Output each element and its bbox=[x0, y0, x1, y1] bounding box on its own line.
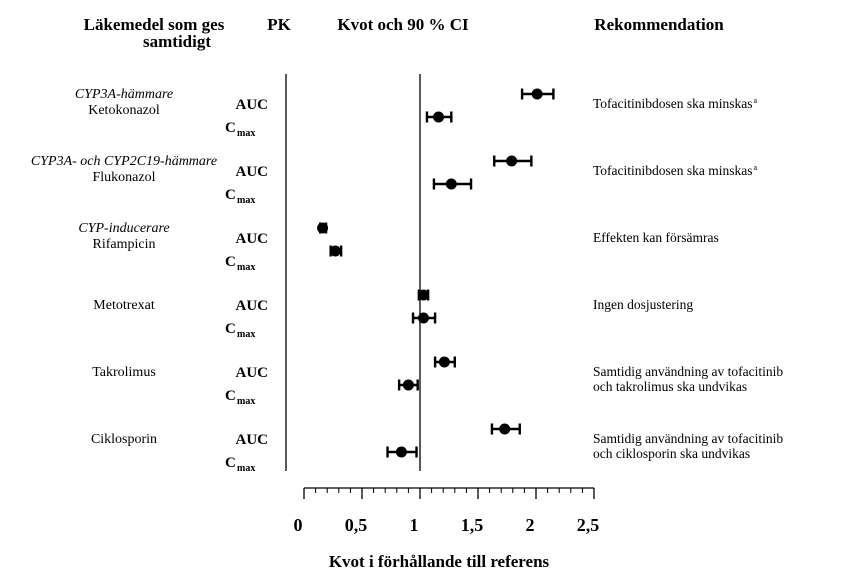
pk-label-cmax-sub: max bbox=[237, 329, 255, 340]
x-tick-label: 0 bbox=[294, 515, 303, 535]
recommendation-text: Tofacitinibdosen ska minskas bbox=[593, 163, 753, 178]
pk-label-cmax: C bbox=[225, 254, 236, 270]
pk-label-auc: AUC bbox=[236, 231, 269, 247]
point-estimate bbox=[433, 111, 445, 123]
pk-label-cmax-sub: max bbox=[237, 463, 255, 474]
recommendation-text: Tofacitinibdosen ska minskas bbox=[593, 96, 753, 111]
x-tick-label: 2,5 bbox=[577, 515, 600, 535]
pk-label-auc: AUC bbox=[236, 432, 269, 448]
point-estimate bbox=[438, 356, 450, 368]
drug-class-label: CYP3A-hämmare bbox=[75, 87, 173, 102]
x-tick-label: 0,5 bbox=[345, 515, 368, 535]
drug-name-label: Rifampicin bbox=[93, 237, 156, 252]
marks-layer bbox=[317, 74, 555, 471]
point-estimate bbox=[402, 379, 414, 391]
pk-label-cmax-sub: max bbox=[237, 128, 255, 139]
recommendation-text: och ciklosporin ska undvikas bbox=[593, 446, 750, 461]
point-estimate bbox=[531, 88, 543, 100]
pk-label-cmax: C bbox=[225, 388, 236, 404]
x-axis: 0 0,5 1 1,5 2 2,5 bbox=[294, 487, 600, 535]
drug-name-label: Metotrexat bbox=[93, 298, 155, 313]
recommendation-text: och takrolimus ska undvikas bbox=[593, 379, 747, 394]
header-ratio: Kvot och 90 % CI bbox=[337, 15, 469, 34]
recommendation-footnote-mark: a bbox=[754, 163, 758, 172]
recommendation-text: Ingen dosjustering bbox=[593, 297, 693, 312]
point-estimate bbox=[417, 312, 429, 324]
drug-name-label: Flukonazol bbox=[93, 170, 156, 185]
pk-label-cmax-sub: max bbox=[237, 262, 255, 273]
point-estimate bbox=[506, 155, 518, 167]
point-estimate bbox=[395, 446, 407, 458]
header-drug-line1: Läkemedel som ges bbox=[84, 15, 225, 34]
pk-label-auc: AUC bbox=[236, 298, 269, 314]
pk-label-cmax-sub: max bbox=[237, 195, 255, 206]
header-pk: PK bbox=[267, 15, 291, 34]
pk-label-auc: AUC bbox=[236, 164, 269, 180]
drug-name-label: Ketokonazol bbox=[88, 103, 160, 118]
pk-label-cmax: C bbox=[225, 187, 236, 203]
pk-label-auc: AUC bbox=[236, 365, 269, 381]
point-estimate bbox=[329, 245, 341, 257]
point-estimate bbox=[317, 222, 329, 234]
header-drug-line2: samtidigt bbox=[143, 32, 211, 51]
x-axis-label: Kvot i förhållande till referens bbox=[329, 552, 550, 571]
x-tick-label: 2 bbox=[526, 515, 535, 535]
drug-name-label: Takrolimus bbox=[92, 365, 156, 380]
recommendation-footnote-mark: a bbox=[754, 96, 758, 105]
drug-class-label: CYP-inducerare bbox=[78, 221, 169, 236]
pk-label-cmax: C bbox=[225, 321, 236, 337]
drug-class-label: CYP3A- och CYP2C19-hämmare bbox=[31, 154, 217, 169]
pk-label-cmax: C bbox=[225, 455, 236, 471]
pk-label-auc: AUC bbox=[236, 97, 269, 113]
x-tick-label: 1,5 bbox=[461, 515, 484, 535]
recommendation-text: Effekten kan försämras bbox=[593, 230, 719, 245]
recommendation-text: Samtidig användning av tofacitinib bbox=[593, 431, 783, 446]
point-estimate bbox=[417, 289, 429, 301]
point-estimate bbox=[499, 423, 511, 435]
point-estimate bbox=[445, 178, 457, 190]
recommendation-text: Samtidig användning av tofacitinib bbox=[593, 364, 783, 379]
pk-label-cmax-sub: max bbox=[237, 396, 255, 407]
header-recommendation: Rekommendation bbox=[594, 15, 724, 34]
x-tick-label: 1 bbox=[410, 515, 419, 535]
drug-name-label: Ciklosporin bbox=[91, 432, 157, 447]
pk-label-cmax: C bbox=[225, 120, 236, 136]
